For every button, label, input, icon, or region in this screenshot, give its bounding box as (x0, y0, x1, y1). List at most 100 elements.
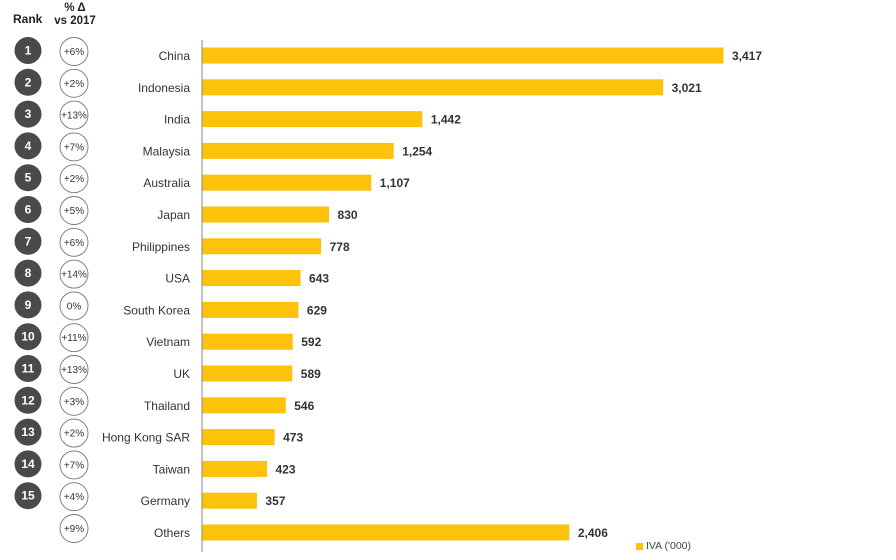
rank-number: 12 (21, 393, 35, 407)
change-badge (59, 450, 89, 480)
category-label: Hong Kong SAR (102, 431, 190, 445)
change-badge (59, 100, 89, 130)
change-badge (59, 482, 89, 512)
change-badge (59, 227, 89, 257)
change-header-line1: % Δ (64, 2, 86, 14)
bar (202, 492, 257, 509)
change-value: +6% (64, 47, 84, 58)
rank-badge (14, 259, 42, 287)
rank-number: 5 (25, 171, 32, 185)
category-label: Germany (141, 494, 190, 508)
bar (202, 429, 275, 446)
rank-badge (14, 386, 42, 414)
rank-number: 14 (21, 457, 35, 471)
value-label: 592 (301, 335, 321, 349)
rank-badge (14, 132, 42, 160)
rank-number: 7 (25, 234, 32, 248)
value-label: 778 (330, 240, 350, 254)
bar (202, 142, 394, 159)
rank-badge (14, 355, 42, 382)
bar (202, 47, 724, 64)
change-header: % Δ vs 2017 (54, 2, 96, 28)
category-label: Australia (143, 176, 190, 190)
category-label: China (159, 49, 191, 63)
rank-badge (14, 323, 42, 351)
category-label: Philippines (132, 240, 190, 254)
bar (202, 270, 301, 287)
change-value: +7% (64, 460, 84, 471)
bar (202, 79, 664, 96)
change-value: +2% (64, 79, 84, 90)
value-label: 3,417 (732, 49, 762, 63)
value-label: 1,442 (431, 113, 461, 127)
change-value: +3% (64, 397, 84, 408)
bar (202, 365, 293, 382)
category-label: Malaysia (143, 144, 191, 158)
change-value: +5% (64, 206, 84, 217)
change-value: +2% (64, 174, 84, 185)
change-badge (59, 164, 89, 194)
value-label: 589 (301, 367, 321, 381)
legend-label: IVA ('000) (646, 540, 691, 552)
rank-number: 1 (25, 44, 32, 58)
category-label: USA (165, 272, 190, 286)
change-badge (59, 355, 89, 384)
change-badge (59, 68, 89, 98)
bar (202, 206, 330, 223)
legend-swatch (636, 542, 643, 550)
bar (202, 460, 267, 477)
rank-badge (14, 196, 42, 223)
change-badge (59, 323, 89, 353)
rank-badge (14, 291, 42, 319)
category-label: Japan (157, 208, 190, 222)
rank-badge (14, 100, 42, 128)
change-value: +13% (61, 111, 87, 122)
change-value: 0% (67, 301, 82, 312)
value-label: 1,254 (402, 144, 432, 158)
rank-badge (14, 450, 42, 478)
rank-number: 8 (25, 266, 32, 280)
change-badge (59, 386, 89, 416)
rank-number: 3 (25, 107, 32, 121)
value-label: 3,021 (672, 81, 702, 95)
rank-badge (14, 37, 42, 64)
legend: IVA ('000) (636, 540, 691, 552)
rank-header: Rank (13, 12, 43, 26)
change-value: +13% (61, 365, 87, 376)
bar (202, 111, 423, 128)
rank-number: 15 (21, 489, 35, 503)
change-badge (59, 132, 89, 162)
change-value: +9% (64, 524, 84, 535)
category-label: Taiwan (153, 462, 190, 476)
change-value: +6% (64, 238, 84, 249)
bar (202, 397, 286, 414)
value-label: 546 (294, 399, 314, 413)
rank-badge (14, 227, 42, 255)
change-value: +11% (61, 333, 86, 344)
bar (202, 301, 299, 318)
change-badge (59, 418, 89, 448)
rank-badge (14, 164, 42, 192)
rank-badge (14, 68, 42, 96)
change-badge (59, 291, 89, 321)
value-label: 629 (307, 303, 327, 317)
value-label: 2,406 (578, 526, 608, 540)
change-badge (59, 514, 89, 543)
rank-number: 4 (25, 139, 32, 153)
bar (202, 238, 322, 255)
value-label: 643 (309, 272, 329, 286)
category-label: Others (154, 526, 190, 540)
rank-number: 6 (25, 203, 32, 217)
change-header-line2: vs 2017 (54, 15, 96, 27)
value-label: 423 (275, 462, 295, 476)
rank-number: 10 (21, 330, 35, 344)
change-value: +2% (64, 429, 84, 440)
change-value: +14% (61, 270, 87, 281)
rank-number: 11 (22, 362, 35, 376)
value-label: 357 (265, 494, 285, 508)
rank-number: 2 (25, 75, 32, 89)
bar (202, 174, 372, 191)
value-label: 473 (283, 431, 303, 445)
change-badge (59, 196, 89, 225)
